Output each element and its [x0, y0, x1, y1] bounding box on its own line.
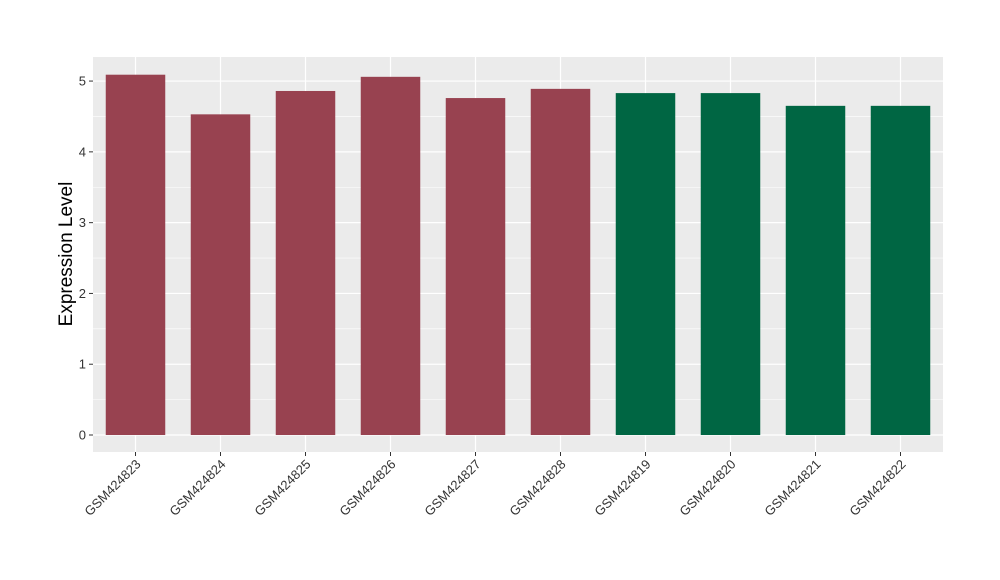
bar-GSM424822 [870, 105, 931, 436]
x-tick-label: GSM424827 [421, 457, 483, 519]
y-tick-label: 0 [79, 428, 86, 443]
x-tick-label: GSM424821 [761, 457, 823, 519]
x-tick-label: GSM424824 [166, 457, 228, 519]
bar-GSM424826 [360, 76, 421, 436]
bar-GSM424825 [275, 90, 336, 436]
bar-GSM424820 [700, 93, 761, 436]
y-tick-label: 5 [79, 74, 86, 89]
x-axis: GSM424823 GSM424824 GSM424825 GSM424826 GSM4… [81, 452, 909, 519]
y-axis-title: Expression Level [56, 182, 77, 327]
x-tick-label: GSM424828 [506, 457, 568, 519]
x-tick-label: GSM424819 [591, 457, 653, 519]
y-axis: 0 1 2 3 4 5 [79, 74, 93, 443]
bar-GSM424824 [190, 114, 251, 436]
bar-GSM424821 [785, 105, 846, 436]
x-tick-label: GSM424825 [251, 457, 313, 519]
y-tick-label: 4 [79, 144, 86, 159]
y-tick-label: 3 [79, 215, 86, 230]
y-tick-label: 1 [79, 357, 86, 372]
x-tick-label: GSM424822 [846, 457, 908, 519]
bar-GSM424828 [530, 88, 591, 436]
bar-GSM424827 [445, 98, 506, 436]
bars [105, 74, 931, 436]
x-tick-label: GSM424826 [336, 457, 398, 519]
bar-GSM424823 [105, 74, 166, 436]
x-tick-label: GSM424823 [81, 457, 143, 519]
bar-GSM424819 [615, 93, 676, 436]
x-tick-label: GSM424820 [676, 457, 738, 519]
y-tick-label: 2 [79, 286, 86, 301]
